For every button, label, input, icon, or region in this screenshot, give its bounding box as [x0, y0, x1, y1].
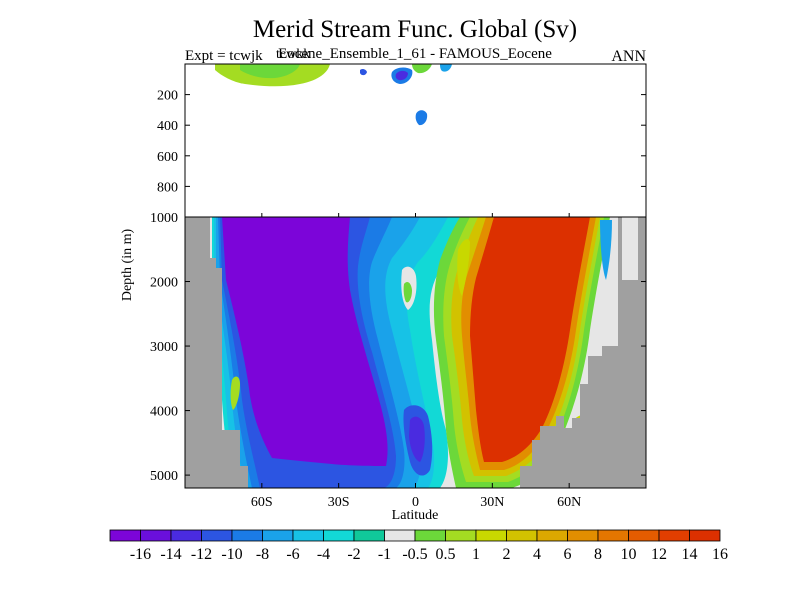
- colorbar-label-17: 12: [651, 546, 667, 563]
- upper-green-top: [412, 64, 432, 74]
- colorbar-label-18: 14: [682, 546, 698, 563]
- colorbar-box-1: [140, 529, 172, 542]
- x-tick-label-4: 60N: [557, 495, 581, 510]
- colorbar-label-19: 16: [712, 546, 728, 563]
- lower-y-tick-label-2: 3000: [150, 340, 178, 355]
- axes: 60S 30S 0 30N 60N 200 400 600 800 1000 2000 3000 400…: [150, 89, 646, 510]
- southern-land-mask: [185, 217, 248, 488]
- colorbar-label-10: 0.5: [436, 546, 456, 563]
- colorbar-label-16: 10: [621, 546, 637, 563]
- colorbar-box-2: [170, 529, 202, 542]
- colorbar-box-13: [506, 529, 538, 542]
- southern-green-streak: [230, 376, 240, 410]
- colorbar-label-4: -8: [256, 546, 269, 563]
- colorbar-label-8: -1: [378, 546, 391, 563]
- colorbar-label-1: -14: [160, 546, 181, 563]
- x-tick-label-2: 0: [412, 495, 419, 510]
- colorbar-label-6: -4: [317, 546, 330, 563]
- colorbar-label-14: 6: [564, 546, 572, 563]
- upper-y-tick-label-0: 200: [157, 89, 178, 104]
- colorbar-box-11: [445, 529, 477, 542]
- upper-cyan-top: [440, 64, 452, 72]
- colorbar-box-9: [384, 529, 416, 542]
- upper-green-blob-core: [240, 64, 300, 79]
- colorbar-label-0: -16: [130, 546, 151, 563]
- upper-y-tick-label-3: 800: [157, 180, 178, 195]
- x-tick-label-1: 30S: [328, 495, 350, 510]
- colorbar-label-13: 4: [533, 546, 541, 563]
- experiment-label-overlap: tcwkk: [276, 47, 310, 62]
- experiment-label: Expt = tcwjk: [185, 48, 263, 64]
- lower-y-tick-label-0: 1000: [150, 211, 178, 226]
- lower-y-tick-label-1: 2000: [150, 276, 178, 291]
- colorbar: -16 -14 -12 -10 -8 -6 -4 -2 -1 -0.5 0.5 1 2 4 6 8 10 12 14…: [109, 529, 728, 563]
- northern-overturning-cell: [470, 217, 590, 462]
- chart-title: Merid Stream Func. Global (Sv): [253, 16, 577, 43]
- lower-y-tick-label-3: 4000: [150, 405, 178, 420]
- northern-high-lat-blue: [600, 220, 612, 280]
- colorbar-label-11: 1: [472, 546, 480, 563]
- northern-land-gap: [622, 217, 638, 280]
- x-axis-label: Latitude: [392, 508, 439, 523]
- colorbar-box-14: [536, 529, 568, 542]
- lower-panel: [184, 216, 647, 489]
- northern-land-mask: [520, 217, 646, 488]
- colorbar-box-3: [201, 529, 233, 542]
- colorbar-label-3: -10: [221, 546, 242, 563]
- colorbar-box-16: [597, 529, 629, 542]
- colorbar-box-17: [628, 529, 660, 542]
- season-label: ANN: [611, 48, 646, 65]
- colorbar-label-12: 2: [503, 546, 511, 563]
- lower-y-tick-label-4: 5000: [150, 469, 178, 484]
- colorbar-label-9: -0.5: [402, 546, 427, 563]
- upper-purple-spot: [395, 70, 408, 81]
- colorbar-label-5: -6: [286, 546, 299, 563]
- colorbar-label-2: -12: [191, 546, 212, 563]
- colorbar-box-7: [323, 529, 355, 542]
- y-axis-label: Depth (in m): [120, 229, 135, 302]
- upper-panel: [184, 63, 647, 218]
- colorbar-box-8: [353, 529, 385, 542]
- colorbar-box-19: [689, 529, 721, 542]
- x-tick-label-3: 30N: [480, 495, 504, 510]
- colorbar-box-18: [658, 529, 690, 542]
- southern-overturning-cell: [222, 217, 388, 466]
- colorbar-box-0: [109, 529, 141, 542]
- upper-small-blue: [360, 68, 367, 76]
- colorbar-label-15: 8: [594, 546, 602, 563]
- colorbar-box-15: [567, 529, 599, 542]
- colorbar-label-7: -2: [347, 546, 360, 563]
- northern-yellow-streak: [457, 239, 470, 296]
- upper-y-tick-label-1: 400: [157, 119, 178, 134]
- colorbar-box-10: [414, 529, 446, 542]
- equatorial-deep-core: [409, 416, 425, 462]
- x-tick-label-0: 60S: [251, 495, 273, 510]
- colorbar-box-6: [292, 529, 324, 542]
- equatorial-green-gap: [403, 282, 412, 303]
- colorbar-box-5: [262, 529, 294, 542]
- upper-panel-background: [185, 64, 646, 217]
- colorbar-box-4: [231, 529, 263, 542]
- upper-y-tick-label-2: 600: [157, 150, 178, 165]
- experiment-subtitle: Eocene_Ensemble_1_61 - FAMOUS_Eocene: [278, 46, 552, 62]
- upper-deep-spot: [415, 110, 428, 126]
- colorbar-box-12: [475, 529, 507, 542]
